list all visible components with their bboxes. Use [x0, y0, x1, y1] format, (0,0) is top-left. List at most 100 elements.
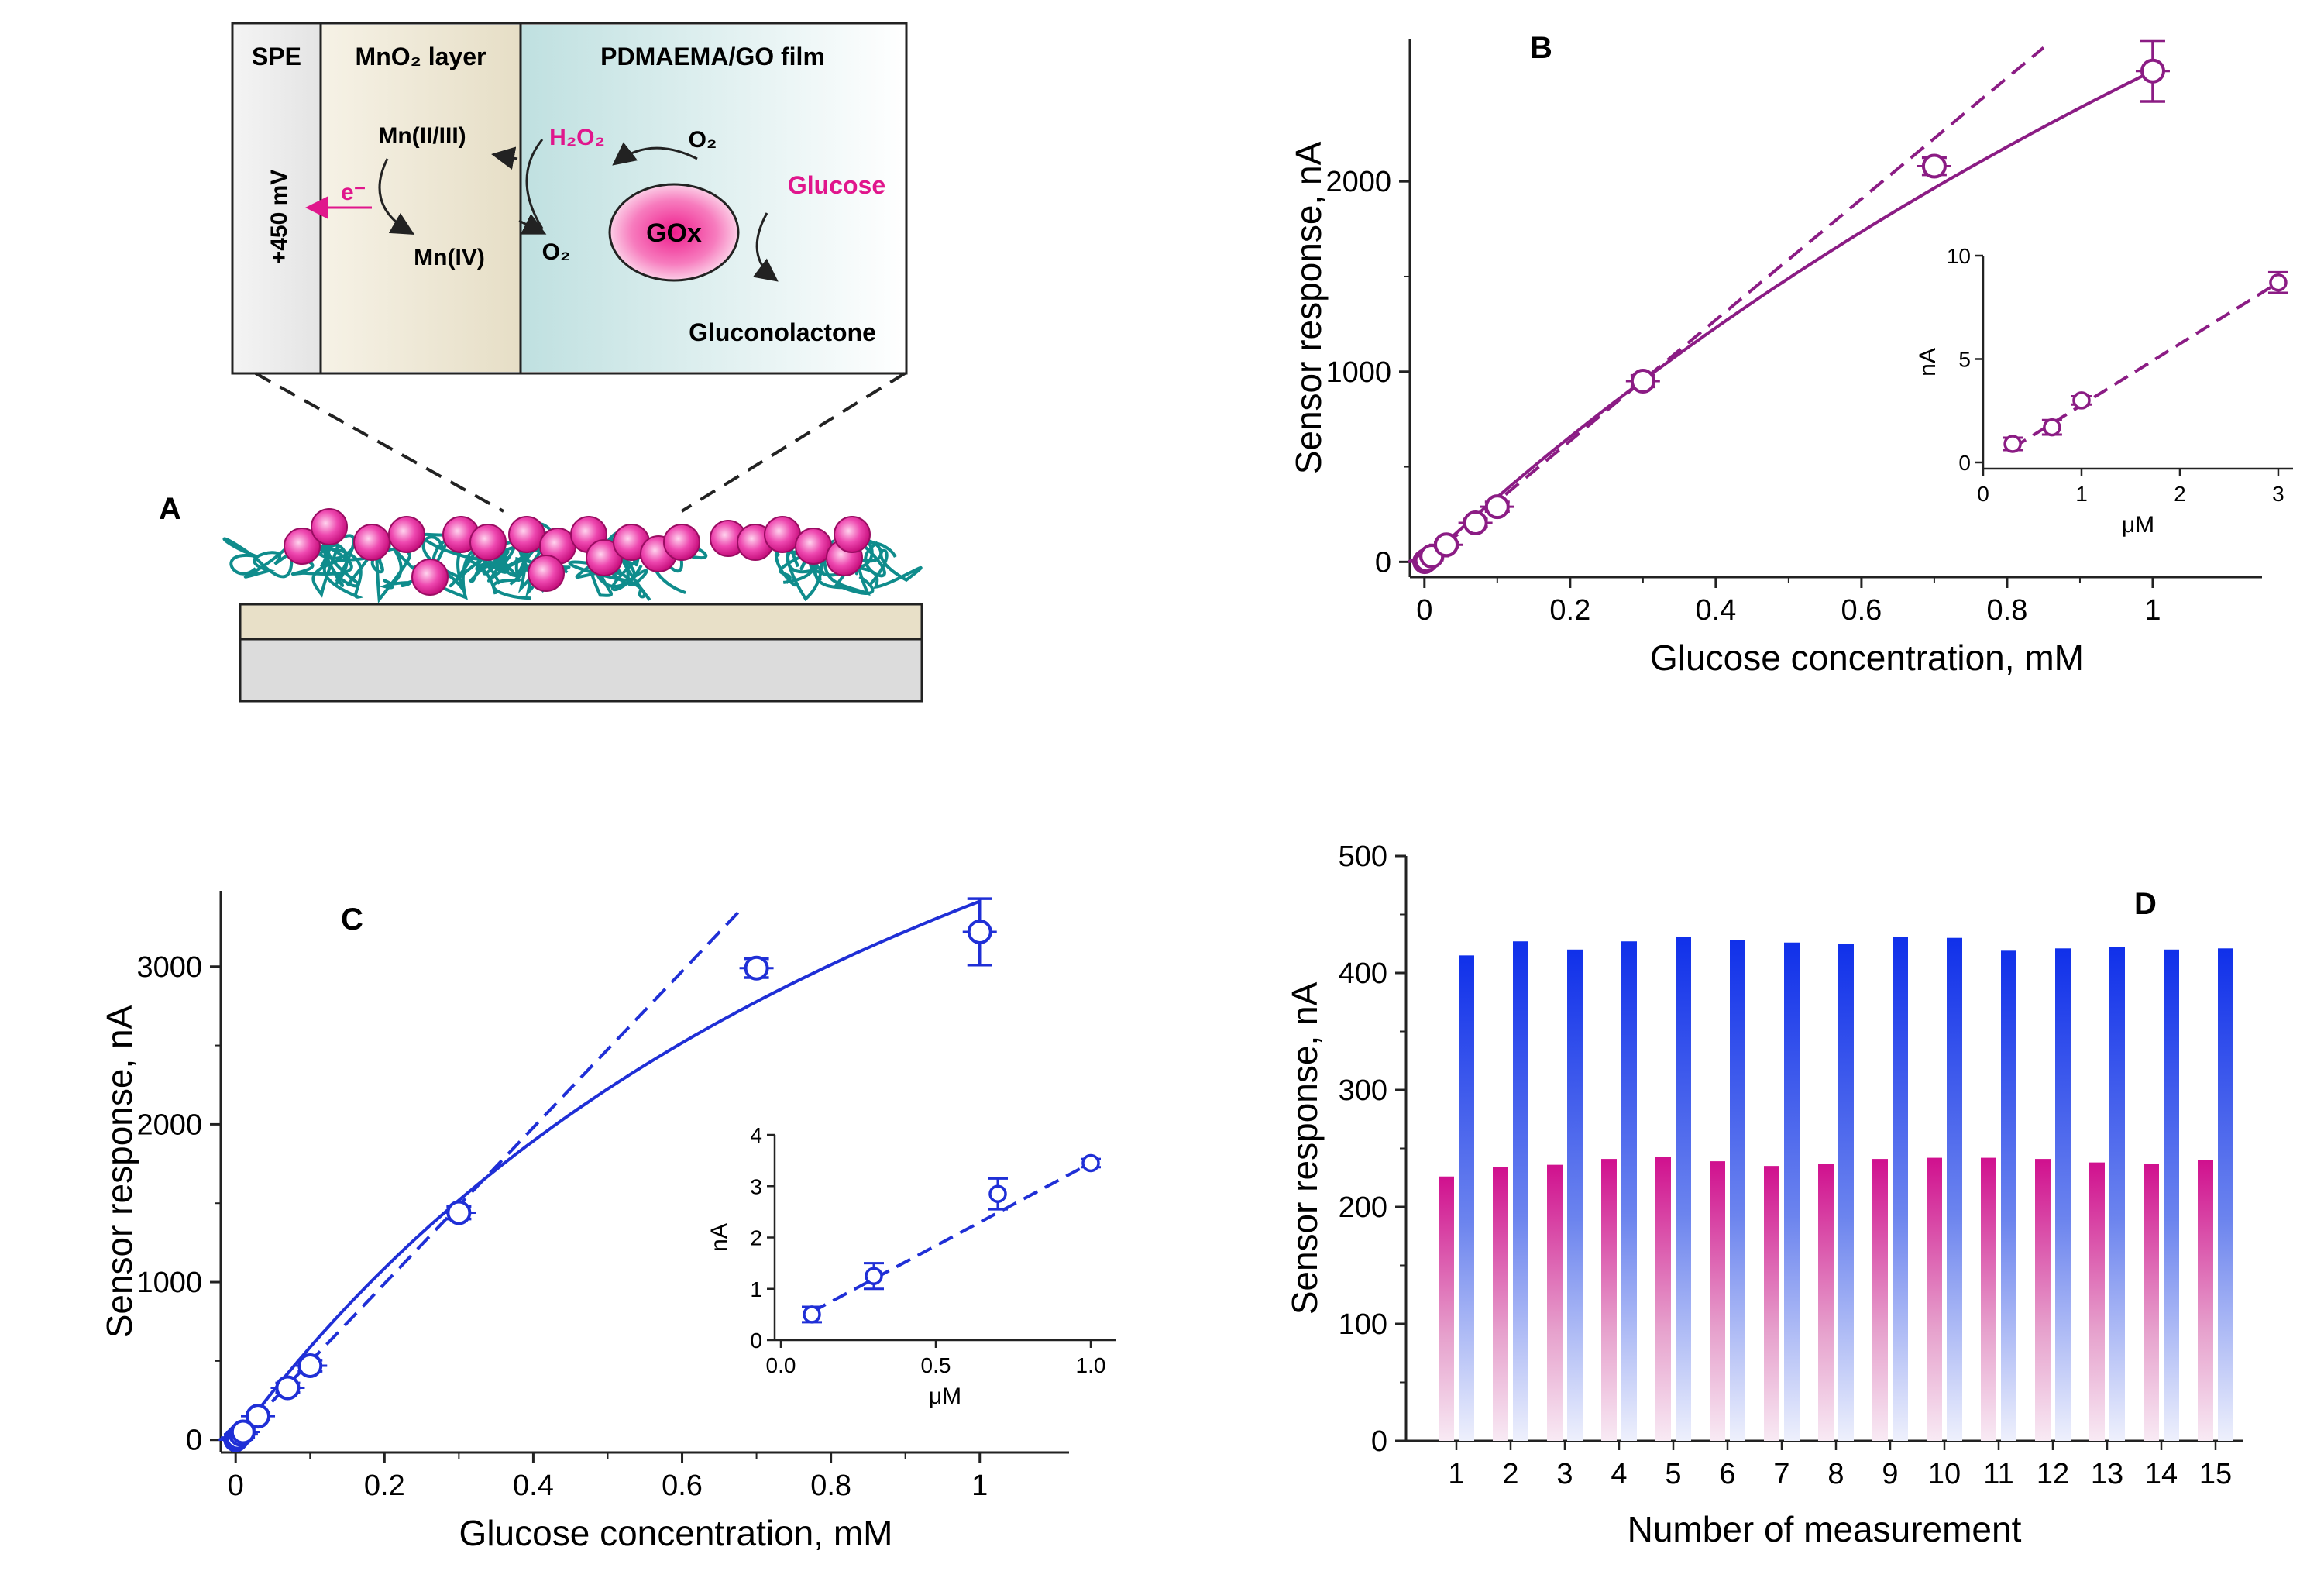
linear-fit-line: [1423, 46, 2045, 563]
y-tick-label: 1000: [136, 1267, 202, 1299]
mn-oxidation-arrow: [378, 158, 415, 235]
enzyme-sphere: [528, 555, 565, 592]
inset-y-tick-label: 4: [750, 1123, 762, 1147]
panel-a: SPE MnO₂ layer PDMAEMA/GO film +450 mV e…: [159, 22, 923, 703]
x-tick-label: 0.4: [1695, 594, 1736, 627]
data-point: [967, 919, 992, 944]
bar-pink: [2144, 1164, 2159, 1441]
x-tick-label: 0.2: [364, 1470, 405, 1502]
x-tick-label: 10: [1928, 1458, 1961, 1490]
bar-pink: [2198, 1160, 2213, 1441]
electron-label: e⁻: [341, 180, 366, 205]
enzyme-sphere: [311, 508, 348, 545]
data-point: [230, 1419, 256, 1445]
x-tick-label: 0.8: [1987, 594, 2028, 627]
inset-data-point: [2072, 391, 2091, 410]
bar-pink: [1493, 1167, 1508, 1441]
panel-a-label: A: [159, 492, 181, 526]
y-tick-label: 500: [1339, 840, 1387, 873]
bar-blue: [2164, 949, 2179, 1441]
chart-c: 0 0.2 0.4 0.6 0.8 1 0 1000 2000 3000 Glucose conce…: [99, 891, 1069, 1553]
x-tick-label: 0.4: [513, 1470, 554, 1502]
data-point: [2140, 58, 2165, 84]
x-tick-label: 8: [1827, 1458, 1844, 1490]
x-tick-label: 14: [2145, 1458, 2178, 1490]
polymer-fiber: [222, 537, 294, 579]
x-axis-title: Glucose concentration, mM: [459, 1513, 893, 1553]
bar-pink: [1872, 1159, 1888, 1441]
x-tick-label: 5: [1665, 1458, 1681, 1490]
x-tick-label: 1: [1448, 1458, 1464, 1490]
y-tick-label: 400: [1339, 957, 1387, 990]
x-tick-label: 15: [2199, 1458, 2232, 1490]
inset-y-title: nA: [1915, 348, 1941, 376]
x-tick-label: 7: [1773, 1458, 1789, 1490]
bar-blue: [1947, 937, 1962, 1441]
o2-left-label: O₂: [542, 239, 571, 265]
y-tick-label: 3000: [136, 951, 202, 984]
x-tick-label: 1: [971, 1470, 988, 1502]
x-axis-title: Glucose concentration, mM: [1650, 638, 2084, 678]
polymer-fiber: [489, 545, 531, 600]
inset-y-title: nA: [706, 1223, 732, 1252]
data-point: [744, 955, 769, 981]
y-tick-label: 0: [186, 1425, 202, 1457]
panel-label: C: [341, 902, 363, 937]
inset-x-tick-label: 2: [2174, 482, 2186, 506]
glucose-label: Glucose: [788, 171, 885, 199]
inset-x-title: μM: [2122, 512, 2154, 538]
data-point: [1484, 494, 1510, 520]
enzyme-sphere: [353, 524, 390, 561]
mn-low-label: Mn(II/III): [378, 123, 466, 149]
gox-label: GOx: [646, 218, 702, 248]
o2-reduction-arrow: [612, 142, 698, 166]
inset-x-tick-label: 3: [2272, 482, 2284, 506]
y-tick-label: 1000: [1325, 356, 1391, 389]
y-tick-label: 2000: [1325, 166, 1391, 198]
glucose-arrow: [752, 212, 779, 282]
potential-label: +450 mV: [266, 170, 292, 265]
y-tick-label: 2000: [136, 1109, 202, 1141]
panel-label: D: [2134, 887, 2157, 921]
inset-x-tick-label: 0.0: [766, 1353, 796, 1377]
enzyme-sphere: [834, 516, 871, 553]
inset-data-point: [865, 1267, 883, 1285]
x-tick-label: 0: [1416, 594, 1432, 627]
electrode-block: [239, 638, 923, 703]
inset-y-tick-label: 3: [750, 1174, 762, 1198]
x-tick-label: 2: [1502, 1458, 1518, 1490]
enzyme-sphere: [284, 528, 321, 565]
polymer-fiber: [287, 543, 353, 587]
polymer-fiber: [318, 534, 364, 599]
bar-pink: [2035, 1159, 2051, 1441]
x-tick-label: 9: [1882, 1458, 1898, 1490]
x-tick-label: 1: [2144, 594, 2161, 627]
data-point: [275, 1375, 301, 1401]
x-tick-label: 3: [1556, 1458, 1573, 1490]
h2o2-label: H₂O₂: [549, 125, 605, 150]
data-point: [297, 1353, 323, 1378]
bar-blue: [1513, 941, 1528, 1441]
y-tick-label: 200: [1339, 1191, 1387, 1224]
data-point: [1630, 369, 1655, 394]
inset-data-point: [2043, 418, 2061, 437]
enzyme-sphere: [388, 516, 425, 553]
bar-blue: [2109, 947, 2125, 1441]
bar-pink: [1710, 1161, 1725, 1441]
inset-y-tick-label: 0: [750, 1329, 762, 1353]
inset-y-tick-label: 0: [1958, 451, 1971, 475]
data-point: [446, 1200, 472, 1225]
y-tick-label: 300: [1339, 1074, 1387, 1107]
inset-x-tick-label: 1.0: [1076, 1353, 1106, 1377]
inset-x-tick-label: 0: [1977, 482, 1989, 506]
enzyme-sphere: [663, 524, 700, 561]
linear-fit-line: [234, 907, 743, 1442]
inset-x-tick-label: 1: [2075, 482, 2088, 506]
x-tick-label: 13: [2091, 1458, 2123, 1490]
zoom-line-right: [680, 372, 906, 513]
chart-c-inset: 0.0 0.5 1.0 0 1 2 3 4 μM nA: [706, 1123, 1116, 1409]
x-tick-label: 4: [1611, 1458, 1627, 1490]
col-spe-label: SPE: [252, 43, 301, 70]
